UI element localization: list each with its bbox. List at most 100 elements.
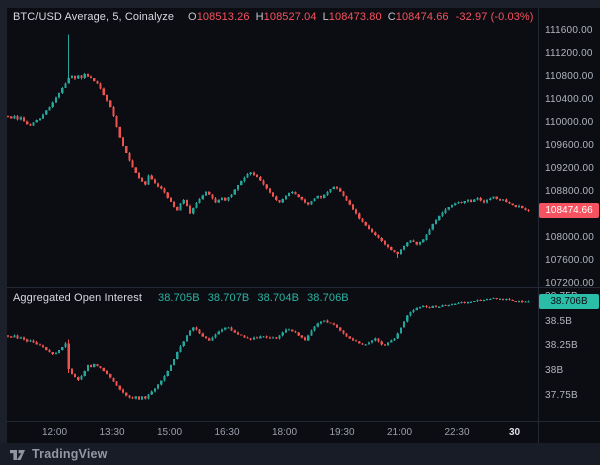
candle-body — [208, 338, 211, 341]
candle-body — [48, 350, 51, 353]
candle-body — [335, 186, 339, 189]
candle-body — [99, 366, 102, 368]
candle-body — [26, 121, 29, 125]
pane-separator[interactable] — [7, 287, 600, 288]
time-axis-label: 30 — [508, 427, 521, 438]
candle-body — [35, 342, 38, 345]
candle-body — [118, 127, 121, 138]
price-axis-label: 111600.00 — [545, 25, 593, 36]
candle-body — [521, 205, 524, 209]
candle-body — [128, 395, 131, 398]
time-axis-label: 21:00 — [386, 427, 413, 438]
candle-body — [38, 118, 41, 121]
candle-body — [303, 199, 307, 203]
oi-title[interactable]: Aggregated Open Interest — [13, 292, 142, 304]
candle-body — [16, 335, 19, 339]
candle-body — [489, 198, 492, 200]
candle-body — [227, 327, 230, 329]
last-price-tag: 108474.66 — [539, 203, 599, 219]
candle-body — [313, 326, 316, 331]
candle-body — [246, 174, 249, 178]
candlestick-canvas[interactable] — [7, 8, 600, 443]
candle-body — [217, 331, 220, 335]
candle-body — [438, 306, 441, 308]
candle-body — [233, 330, 236, 333]
candle-body — [358, 213, 361, 219]
candle-body — [288, 329, 291, 331]
candle-body — [134, 396, 137, 399]
candle-body — [150, 175, 153, 180]
candle-body — [511, 203, 514, 206]
candle-body — [192, 208, 195, 214]
candle-body — [415, 307, 418, 310]
candle-body — [32, 340, 35, 343]
time-axis-label: 15:00 — [156, 427, 183, 438]
candle-body — [121, 137, 125, 146]
candle-body — [502, 199, 505, 201]
candle-body — [224, 327, 227, 330]
candle-body — [214, 198, 217, 203]
candle-body — [281, 198, 284, 203]
candle-body — [521, 300, 524, 302]
candle-body — [176, 352, 179, 360]
candle-body — [313, 198, 316, 202]
candle-body — [125, 146, 128, 153]
candle-body — [201, 333, 204, 337]
candle-body — [249, 172, 252, 175]
candle-body — [141, 178, 144, 182]
tradingview-logo-icon[interactable] — [9, 447, 26, 462]
candle-body — [45, 110, 48, 115]
candle-body — [54, 353, 57, 355]
candle-body — [291, 329, 294, 332]
candle-body — [307, 335, 310, 341]
candle-body — [524, 208, 527, 210]
candle-body — [227, 197, 230, 201]
candle-body — [236, 185, 240, 190]
candle-body — [418, 306, 422, 308]
candle-body — [224, 197, 227, 201]
candle-body — [527, 209, 530, 211]
oi-legend[interactable]: Aggregated Open Interest 38.705B 38.707B 38… — [13, 292, 349, 304]
candle-body — [297, 194, 300, 198]
open-value: 108513.26 — [196, 11, 250, 23]
candle-body — [396, 251, 399, 255]
candle-body — [10, 116, 13, 119]
candle-body — [268, 337, 271, 339]
candle-body — [307, 202, 310, 205]
candle-body — [463, 301, 466, 303]
candle-body — [252, 337, 255, 340]
candle-body — [371, 228, 374, 233]
candle-body — [345, 196, 348, 201]
candle-body — [64, 83, 67, 88]
candle-body — [105, 94, 109, 101]
candle-body — [387, 244, 390, 248]
candle-body — [137, 396, 141, 400]
candle-body — [83, 74, 86, 79]
attribution-bar: TradingView — [0, 443, 600, 465]
candle-body — [332, 186, 335, 190]
main-legend[interactable]: BTC/USD Average, 5, Coinalyze O108513.26 H… — [13, 11, 534, 23]
candle-body — [463, 201, 466, 203]
candle-body — [176, 207, 179, 211]
candle-body — [67, 78, 70, 84]
tradingview-brand-link[interactable]: TradingView — [32, 447, 108, 461]
candle-body — [505, 199, 508, 202]
price-axis-label: 111200.00 — [545, 48, 593, 59]
candle-body — [323, 194, 326, 198]
candle-body — [204, 336, 208, 339]
symbol-title[interactable]: BTC/USD Average, 5, Coinalyze — [13, 11, 175, 23]
candle-body — [29, 340, 32, 342]
time-axis-separator — [7, 421, 600, 422]
candle-body — [246, 337, 249, 339]
candle-body — [22, 337, 26, 340]
candle-body — [179, 203, 182, 211]
candle-body — [185, 335, 188, 342]
candle-body — [195, 202, 198, 209]
chart-area[interactable] — [7, 8, 600, 443]
candle-body — [144, 396, 147, 399]
candle-body — [240, 181, 243, 186]
candle-body — [454, 203, 457, 206]
oi-close-value: 38.706B — [307, 292, 349, 304]
candle-body — [383, 240, 386, 245]
